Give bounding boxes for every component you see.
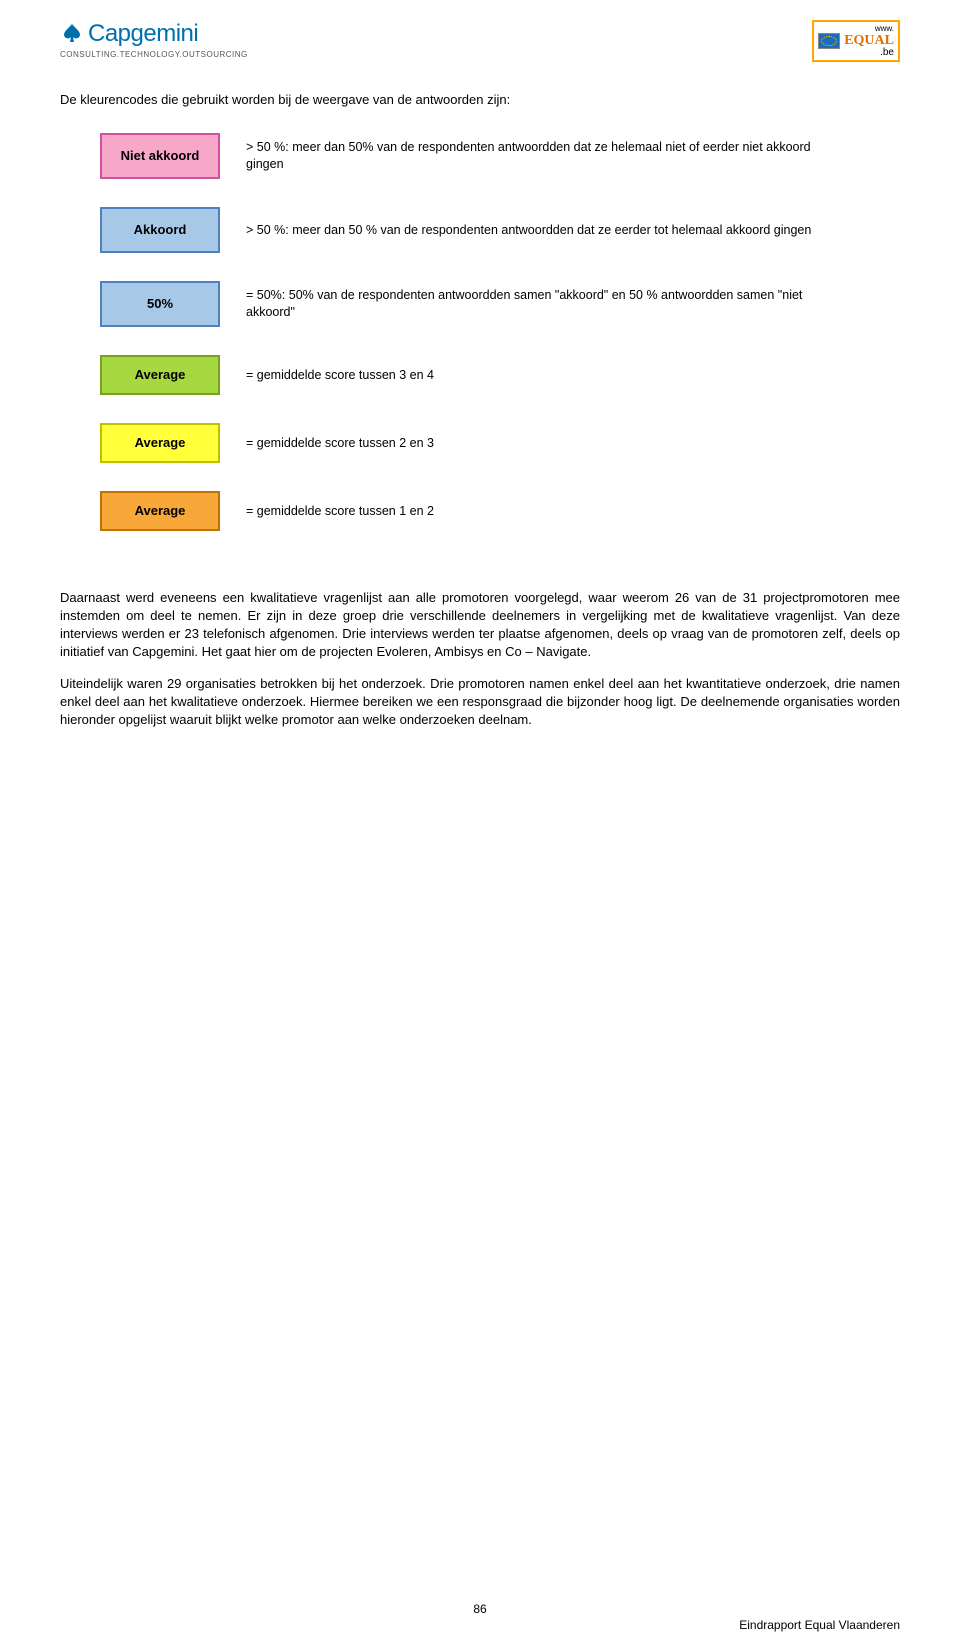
legend-row: Niet akkoord > 50 %: meer dan 50% van de …: [60, 133, 900, 179]
page-header: Capgemini CONSULTING.TECHNOLOGY.OUTSOURC…: [60, 20, 900, 62]
capgemini-name: Capgemini: [88, 20, 198, 48]
capgemini-tagline: CONSULTING.TECHNOLOGY.OUTSOURCING: [60, 50, 248, 59]
legend-row: Akkoord > 50 %: meer dan 50 % van de resp…: [60, 207, 900, 253]
spade-icon: [60, 22, 84, 46]
legend-description: = gemiddelde score tussen 1 en 2: [246, 503, 900, 520]
legend-description: = 50%: 50% van de respondenten antwoordd…: [246, 287, 900, 321]
legend-swatch: Average: [100, 355, 220, 395]
legend-row: 50% = 50%: 50% van de respondenten antwoo…: [60, 281, 900, 327]
eu-flag-icon: [818, 33, 840, 49]
legend-swatch: Average: [100, 491, 220, 531]
equal-be: .be: [880, 47, 894, 58]
body-text: Daarnaast werd eveneens een kwalitatieve…: [60, 589, 900, 729]
legend-row: Average = gemiddelde score tussen 2 en 3: [60, 423, 900, 463]
legend-swatch: Akkoord: [100, 207, 220, 253]
page-number: 86: [473, 1602, 486, 1616]
legend-swatch: 50%: [100, 281, 220, 327]
legend-description: > 50 %: meer dan 50 % van de respondente…: [246, 222, 900, 239]
legend-list: Niet akkoord > 50 %: meer dan 50% van de …: [60, 133, 900, 531]
legend-description: = gemiddelde score tussen 2 en 3: [246, 435, 900, 452]
legend-description: = gemiddelde score tussen 3 en 4: [246, 367, 900, 384]
paragraph: Daarnaast werd eveneens een kwalitatieve…: [60, 589, 900, 661]
intro-text: De kleurencodes die gebruikt worden bij …: [60, 92, 900, 107]
footer-text: Eindrapport Equal Vlaanderen: [739, 1618, 900, 1632]
logo-equal: www. EQUAL .be: [812, 20, 900, 62]
legend-swatch: Niet akkoord: [100, 133, 220, 179]
equal-www: www.: [875, 24, 894, 33]
legend-description: > 50 %: meer dan 50% van de respondenten…: [246, 139, 900, 173]
logo-capgemini: Capgemini CONSULTING.TECHNOLOGY.OUTSOURC…: [60, 20, 248, 59]
legend-row: Average = gemiddelde score tussen 1 en 2: [60, 491, 900, 531]
paragraph: Uiteindelijk waren 29 organisaties betro…: [60, 675, 900, 729]
legend-row: Average = gemiddelde score tussen 3 en 4: [60, 355, 900, 395]
legend-swatch: Average: [100, 423, 220, 463]
